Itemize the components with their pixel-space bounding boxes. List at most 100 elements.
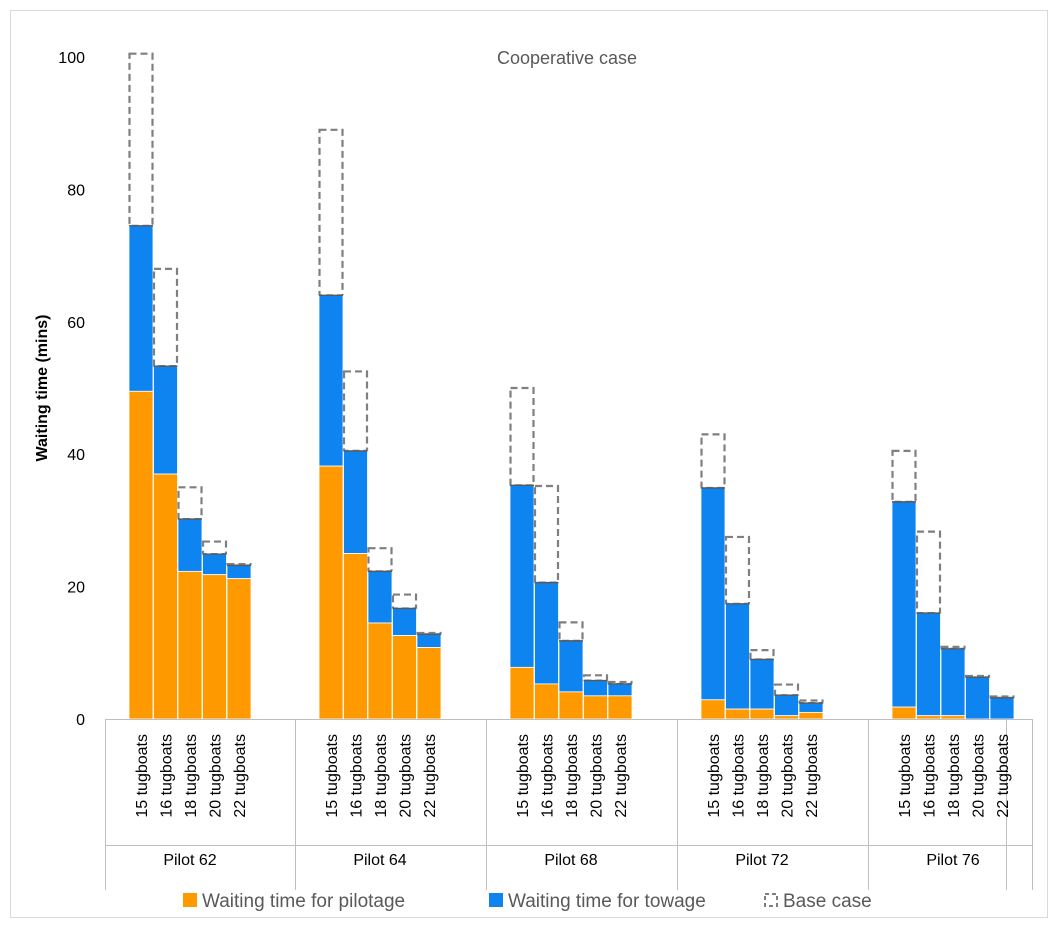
bar-pilotage xyxy=(798,711,824,720)
bar-towage xyxy=(416,633,442,648)
bar-pilotage xyxy=(749,708,775,720)
x-group-label: Pilot 62 xyxy=(163,852,216,869)
bar-towage xyxy=(700,487,726,701)
bar-base-case xyxy=(201,540,228,556)
bar-base-case xyxy=(367,547,393,573)
bar-pilotage xyxy=(318,465,344,720)
bar-pilotage xyxy=(392,635,417,720)
bar-towage xyxy=(343,450,368,554)
x-category-label: 22 tugboats xyxy=(422,734,439,818)
bar-towage xyxy=(177,518,203,572)
bar-base-case xyxy=(509,386,535,487)
x-category-label: 22 tugboats xyxy=(804,734,821,818)
bar-towage xyxy=(940,648,966,717)
bar-base-case xyxy=(128,52,154,227)
bar-pilotage xyxy=(202,574,227,720)
x-category-label: 15 tugboats xyxy=(515,734,532,818)
bar-pilotage xyxy=(891,706,917,720)
y-tick-label-3: 60 xyxy=(67,315,85,332)
x-category-label: 20 tugboats xyxy=(780,734,797,818)
bar-towage xyxy=(367,570,393,624)
bar-pilotage xyxy=(343,553,368,720)
bar-towage xyxy=(392,608,417,636)
bar-towage xyxy=(798,702,824,713)
bar-base-case xyxy=(582,674,609,682)
bar-pilotage xyxy=(774,715,799,720)
x-category-label: 18 tugboats xyxy=(564,734,581,818)
bar-pilotage xyxy=(607,695,633,720)
x-category-label: 16 tugboats xyxy=(349,734,366,818)
bar-towage xyxy=(725,603,750,710)
bar-towage xyxy=(509,484,535,668)
bar-base-case xyxy=(891,449,917,503)
legend-label: Base case xyxy=(783,891,872,912)
bar-towage xyxy=(965,676,990,720)
y-tick-label-2: 40 xyxy=(67,447,85,464)
bar-pilotage xyxy=(367,622,393,720)
bar-towage xyxy=(153,365,178,475)
bar-base-case xyxy=(342,370,369,452)
bar-towage xyxy=(558,640,584,693)
y-axis-ticks: 0 20 40 60 80 100 xyxy=(58,50,85,729)
bar-towage xyxy=(583,680,608,697)
bar-pilotage xyxy=(153,473,178,720)
x-category-label: 20 tugboats xyxy=(589,734,606,818)
bar-pilotage xyxy=(177,570,203,720)
bar-base-case xyxy=(177,486,203,521)
bar-towage xyxy=(891,501,917,708)
x-category-label: 16 tugboats xyxy=(159,734,176,818)
x-category-label: 22 tugboats xyxy=(232,734,249,818)
x-category-label: 15 tugboats xyxy=(324,734,341,818)
bar-pilotage xyxy=(509,666,535,720)
bar-pilotage xyxy=(226,578,252,720)
bar-pilotage xyxy=(940,715,966,720)
x-category-label: 15 tugboats xyxy=(897,734,914,818)
x-category-label: 22 tugboats xyxy=(613,734,630,818)
legend-swatch-pilotage xyxy=(183,893,197,907)
bar-pilotage xyxy=(534,683,559,720)
bar-base-case xyxy=(558,621,584,642)
x-category-label: 20 tugboats xyxy=(398,734,415,818)
bars xyxy=(128,52,1015,720)
bar-pilotage xyxy=(558,691,584,720)
bar-pilotage xyxy=(700,699,726,720)
bar-towage xyxy=(202,553,227,576)
bar-base-case xyxy=(749,649,775,661)
bar-towage xyxy=(774,694,799,717)
legend-label: Waiting time for towage xyxy=(508,891,706,912)
bar-base-case xyxy=(391,593,418,610)
x-category-label: 16 tugboats xyxy=(922,734,939,818)
legend: Waiting time for pilotage Waiting time fo… xyxy=(183,891,872,912)
bar-towage xyxy=(226,565,252,580)
y-axis-label: Waiting time (mins) xyxy=(34,315,51,462)
x-group-label: Pilot 72 xyxy=(735,852,788,869)
bar-base-case xyxy=(700,433,726,490)
x-category-label: 18 tugboats xyxy=(755,734,772,818)
y-tick-label-1: 20 xyxy=(67,580,85,597)
bar-towage xyxy=(534,582,559,685)
bar-towage xyxy=(749,659,775,710)
chart-frame xyxy=(10,10,1048,918)
x-category-label: 20 tugboats xyxy=(208,734,225,818)
x-category-label: 20 tugboats xyxy=(971,734,988,818)
x-category-label: 16 tugboats xyxy=(540,734,557,818)
bar-base-case xyxy=(773,683,800,697)
chart-title: Cooperative case xyxy=(497,48,637,68)
x-group-label: Pilot 64 xyxy=(353,852,406,869)
bar-pilotage xyxy=(583,695,608,720)
x-group-label: Pilot 76 xyxy=(926,852,979,869)
bar-towage xyxy=(607,683,633,697)
y-tick-label-4: 80 xyxy=(67,182,85,199)
legend-swatch-base-case xyxy=(764,893,778,907)
bar-base-case xyxy=(318,128,344,297)
bar-towage xyxy=(916,612,941,717)
x-axis-category-labels: 15 tugboats 16 tugboats 18 tugboats 20 tugb… xyxy=(134,734,1012,869)
bar-pilotage xyxy=(416,647,442,720)
x-axis xyxy=(105,719,1033,890)
bar-pilotage xyxy=(725,708,750,720)
bar-base-case xyxy=(724,535,751,605)
x-group-label: Pilot 68 xyxy=(544,852,597,869)
bar-base-case xyxy=(915,530,942,615)
x-category-label: 15 tugboats xyxy=(706,734,723,818)
